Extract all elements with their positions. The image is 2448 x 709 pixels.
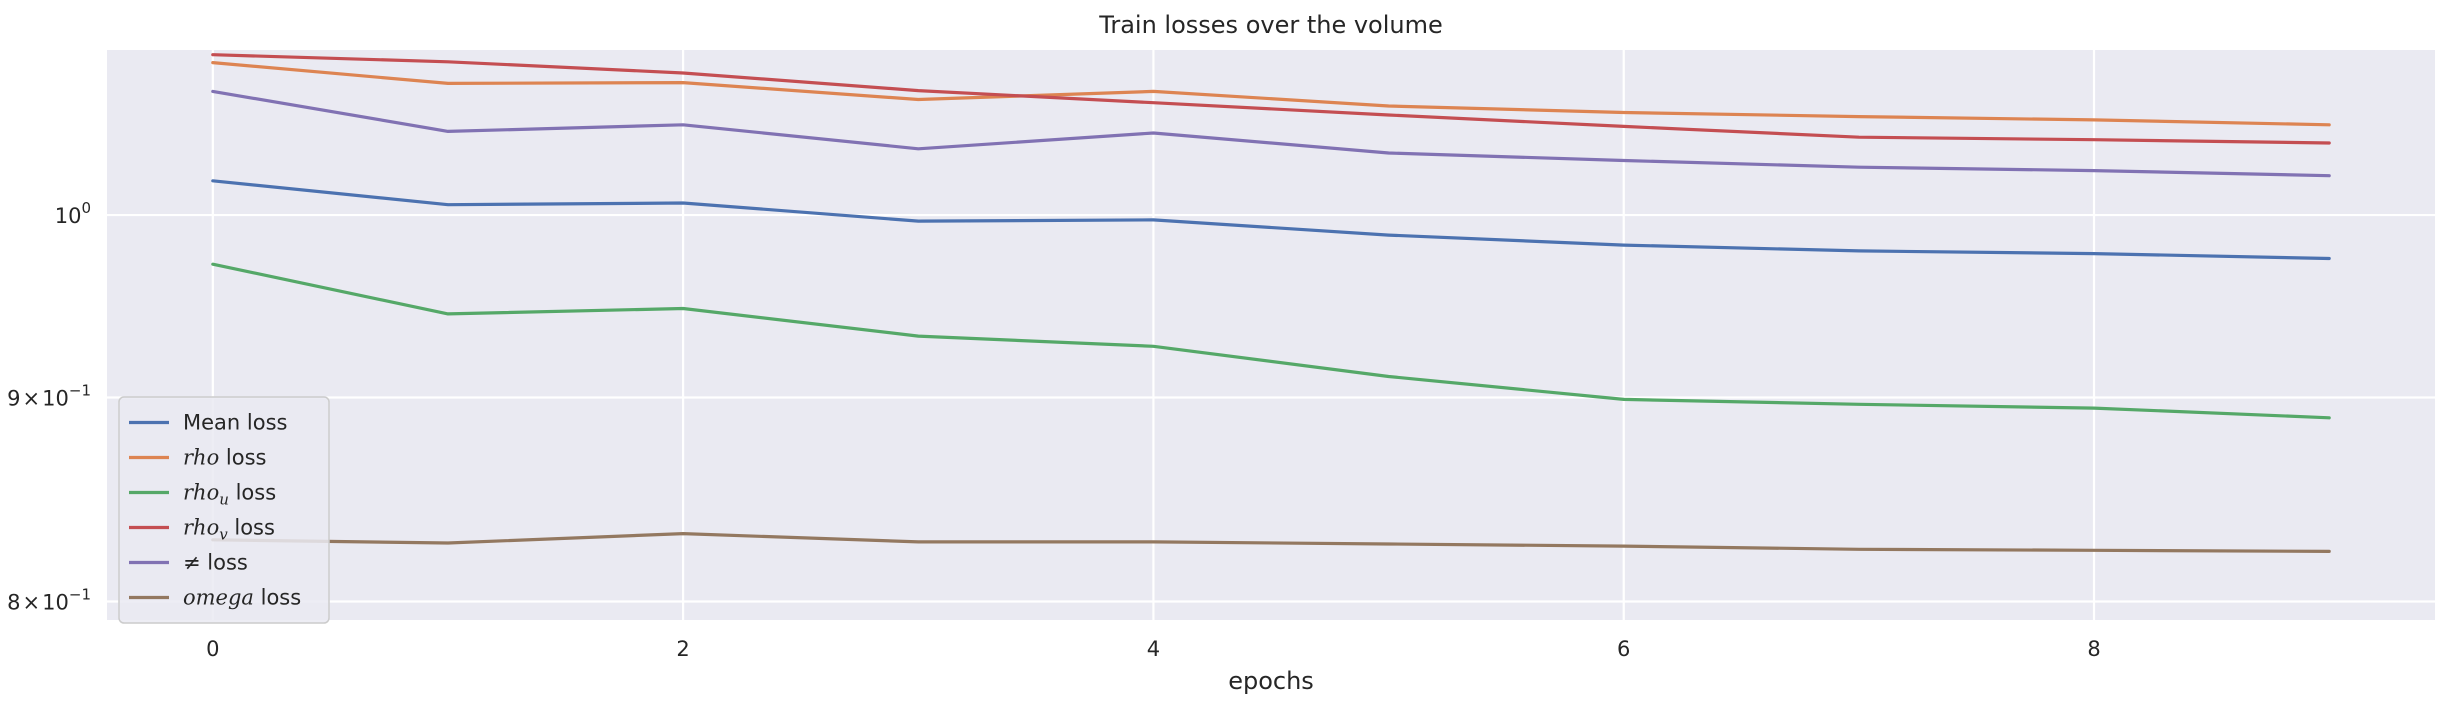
legend-text: ≠ loss [183, 551, 248, 575]
y-tick-exponent: −1 [69, 586, 91, 604]
legend-text: Mean loss [183, 411, 287, 435]
x-axis-ticks: 0 2 4 6 8 [206, 637, 2101, 661]
chart-title: Train losses over the volume [1098, 11, 1443, 39]
series-line [211, 179, 2331, 261]
y-tick-label: 100 [55, 199, 91, 228]
y-tick-label: 8×10−1 [7, 586, 91, 615]
y-tick-base: 10 [42, 591, 69, 615]
legend-subscript: v [219, 526, 228, 544]
series-line [211, 262, 2331, 420]
y-tick-base: 10 [55, 204, 82, 228]
series-line [211, 61, 2331, 127]
x-tick-label: 6 [1617, 637, 1630, 661]
y-tick-label: 9×10−1 [7, 382, 91, 411]
legend-subscript: u [219, 491, 229, 509]
plot-area [107, 50, 2435, 620]
legend-entry: rhou loss [183, 481, 276, 509]
legend-entry: ≠ loss [183, 551, 248, 575]
grid [107, 50, 2435, 620]
series-line [211, 89, 2331, 178]
y-tick-base: 10 [42, 387, 69, 411]
legend-math: rho [183, 481, 219, 505]
y-tick-times: × [23, 387, 41, 411]
legend-entry: omega loss [183, 586, 301, 610]
legend-entry: Mean loss [183, 411, 287, 435]
series-lines [211, 53, 2331, 553]
legend-text: loss [228, 516, 275, 540]
legend-text: loss [254, 586, 301, 610]
legend-entry: rhov loss [183, 516, 275, 544]
legend-math: rho [183, 516, 219, 540]
series-line [211, 532, 2331, 553]
legend-math: omega [183, 586, 254, 610]
legend-entry: rho loss [183, 446, 266, 470]
legend-text: loss [219, 446, 266, 470]
y-tick-mantissa: 9 [7, 387, 20, 411]
series-line [211, 53, 2331, 145]
y-tick-exponent: 0 [81, 199, 91, 217]
x-tick-label: 2 [676, 637, 689, 661]
x-axis-label: epochs [1228, 667, 1314, 695]
legend-math: rho [183, 446, 219, 470]
legend-text: loss [229, 481, 276, 505]
y-tick-mantissa: 8 [7, 591, 20, 615]
x-tick-label: 0 [206, 637, 219, 661]
legend-box [118, 396, 330, 624]
x-tick-label: 4 [1147, 637, 1160, 661]
y-tick-times: × [23, 591, 41, 615]
y-tick-exponent: −1 [69, 382, 91, 400]
x-tick-label: 8 [2087, 637, 2100, 661]
